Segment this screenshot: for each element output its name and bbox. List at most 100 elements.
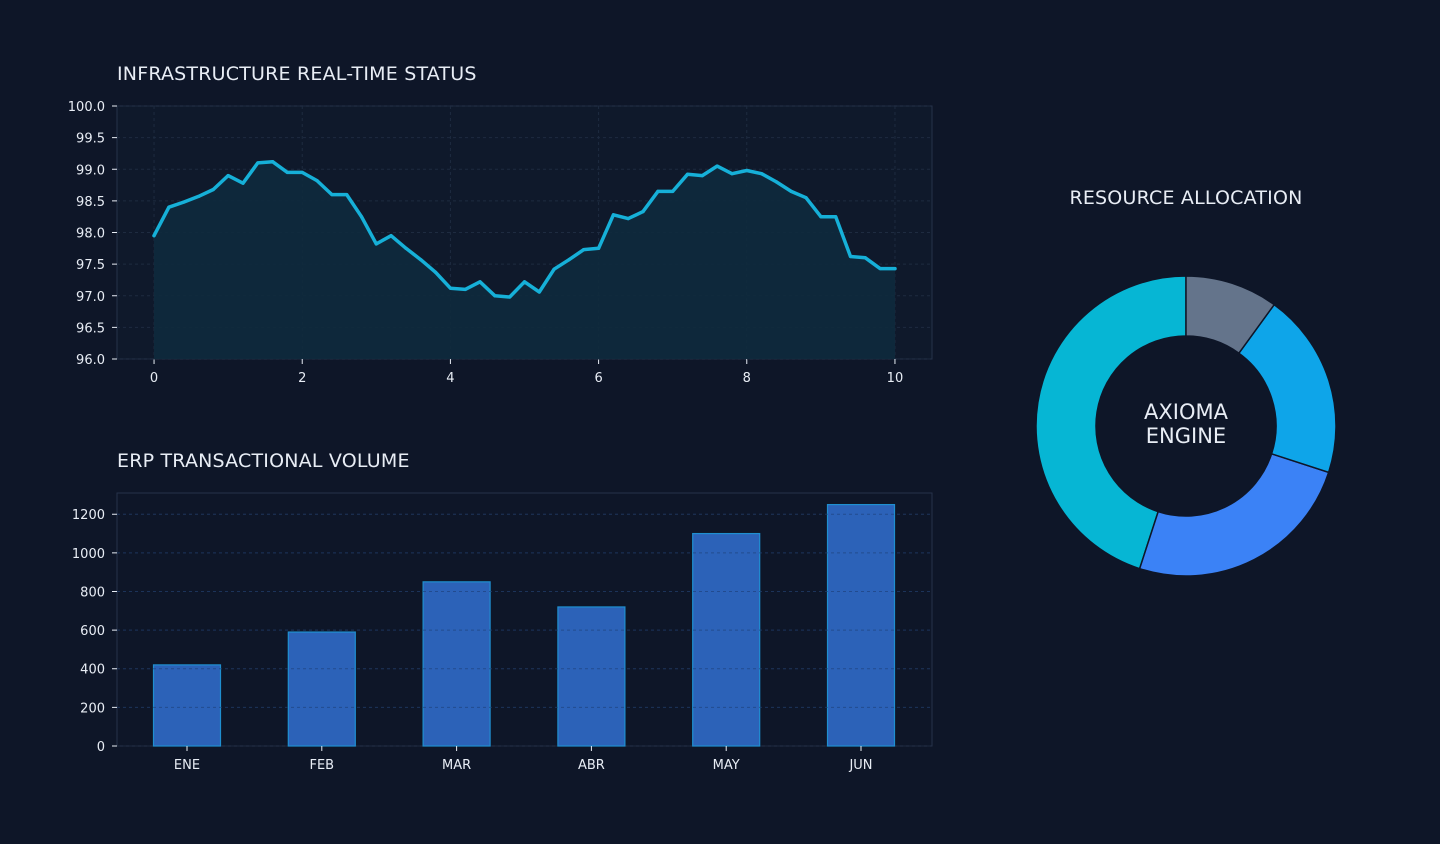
y-tick-label: 98.0 xyxy=(76,227,105,242)
y-tick-label: 1200 xyxy=(72,508,105,523)
y-tick-label: 97.5 xyxy=(76,258,105,273)
status-point xyxy=(863,256,867,260)
status-point xyxy=(182,200,186,204)
status-point xyxy=(537,290,541,294)
x-tick-label: 10 xyxy=(887,371,904,386)
status-point xyxy=(285,170,290,175)
bar-ene xyxy=(152,664,222,747)
y-tick-label: 200 xyxy=(80,701,105,716)
donut-slice-2 xyxy=(1237,303,1337,474)
status-point xyxy=(552,267,556,271)
status-point xyxy=(878,266,882,271)
y-tick-label: 97.0 xyxy=(76,290,105,305)
x-tick-label: ENE xyxy=(174,758,200,773)
y-tick-label: 99.0 xyxy=(76,163,105,178)
status-point xyxy=(241,181,245,185)
infrastructure-status-title: INFRASTRUCTURE REAL-TIME STATUS xyxy=(117,63,477,85)
status-point xyxy=(671,189,675,193)
donut-slice-1 xyxy=(1185,275,1276,355)
status-point xyxy=(893,266,897,271)
status-point xyxy=(478,280,482,284)
donut-slice-3 xyxy=(1138,452,1330,577)
x-tick-label: FEB xyxy=(309,758,334,773)
status-point xyxy=(330,192,334,197)
y-tick-label: 600 xyxy=(80,624,105,639)
status-point xyxy=(715,164,719,168)
status-point xyxy=(567,258,571,262)
status-point xyxy=(685,172,690,176)
x-tick-label: MAY xyxy=(713,758,740,773)
status-point xyxy=(774,180,779,184)
x-tick-label: JUN xyxy=(848,758,872,773)
status-point xyxy=(730,172,734,176)
status-point xyxy=(508,295,512,299)
status-point xyxy=(300,170,304,175)
donut-center-label-line-2: ENGINE xyxy=(1146,424,1226,448)
status-point xyxy=(389,234,393,238)
bar-abr xyxy=(557,606,626,747)
erp-volume-chart: ERP TRANSACTIONAL VOLUME 0 200 400 600 800 10… xyxy=(72,450,933,773)
status-point xyxy=(804,196,808,200)
status-area-fill xyxy=(154,161,895,359)
y-tick-label: 400 xyxy=(80,663,105,678)
resource-allocation-chart: RESOURCE ALLOCATION AXIOMA ENGINE xyxy=(1035,187,1337,577)
x-tick-label: 6 xyxy=(594,371,602,386)
status-point xyxy=(641,210,645,214)
status-point xyxy=(656,189,660,193)
status-point xyxy=(582,247,586,252)
status-point xyxy=(789,189,793,193)
y-tick-label: 100.0 xyxy=(68,100,105,115)
y-tick-label: 0 xyxy=(97,740,105,755)
status-point xyxy=(626,216,630,221)
y-tick-label: 800 xyxy=(80,585,105,600)
status-point xyxy=(596,246,601,250)
bar-jun xyxy=(826,503,896,747)
status-point xyxy=(211,187,215,192)
status-point xyxy=(848,254,853,259)
status-point xyxy=(493,294,497,298)
status-point xyxy=(759,172,764,176)
resource-allocation-title: RESOURCE ALLOCATION xyxy=(1069,187,1302,209)
bar-feb xyxy=(287,631,356,747)
status-point xyxy=(152,234,156,238)
status-point xyxy=(345,192,349,197)
y-tick-label: 96.5 xyxy=(76,321,105,336)
status-point xyxy=(448,286,453,290)
status-point xyxy=(819,215,823,219)
bar-mar xyxy=(422,581,491,747)
status-point xyxy=(196,194,201,199)
status-point xyxy=(522,280,527,284)
status-point xyxy=(404,246,408,250)
y-tick-label: 98.5 xyxy=(76,195,105,210)
status-point xyxy=(419,258,423,262)
status-point xyxy=(226,173,230,178)
status-point xyxy=(167,205,171,209)
x-tick-label: 4 xyxy=(446,371,454,386)
status-point xyxy=(700,173,704,178)
x-tick-label: 8 xyxy=(743,371,751,386)
x-tick-label: 2 xyxy=(298,371,306,386)
x-tick-label: MAR xyxy=(442,758,471,773)
donut-center-label-line-1: AXIOMA xyxy=(1144,400,1229,424)
y-tick-label: 1000 xyxy=(72,547,105,562)
x-tick-label: 0 xyxy=(150,371,158,386)
donut-slice-4 xyxy=(1035,275,1187,570)
status-point xyxy=(834,215,838,219)
status-point xyxy=(315,179,319,183)
x-tick-label: ABR xyxy=(578,758,605,773)
bar-may xyxy=(692,532,761,747)
plot-area xyxy=(116,492,933,747)
status-point xyxy=(359,215,364,219)
erp-volume-title: ERP TRANSACTIONAL VOLUME xyxy=(117,450,410,472)
status-point xyxy=(463,287,467,292)
y-tick-label: 96.0 xyxy=(76,353,105,368)
status-point xyxy=(745,168,749,173)
status-point xyxy=(374,242,378,246)
status-point xyxy=(270,160,275,164)
status-point xyxy=(256,161,260,165)
status-point xyxy=(611,213,616,217)
infrastructure-status-chart: INFRASTRUCTURE REAL-TIME STATUS 0 2 4 6 8 10 9… xyxy=(68,63,933,386)
y-tick-label: 99.5 xyxy=(76,132,105,147)
